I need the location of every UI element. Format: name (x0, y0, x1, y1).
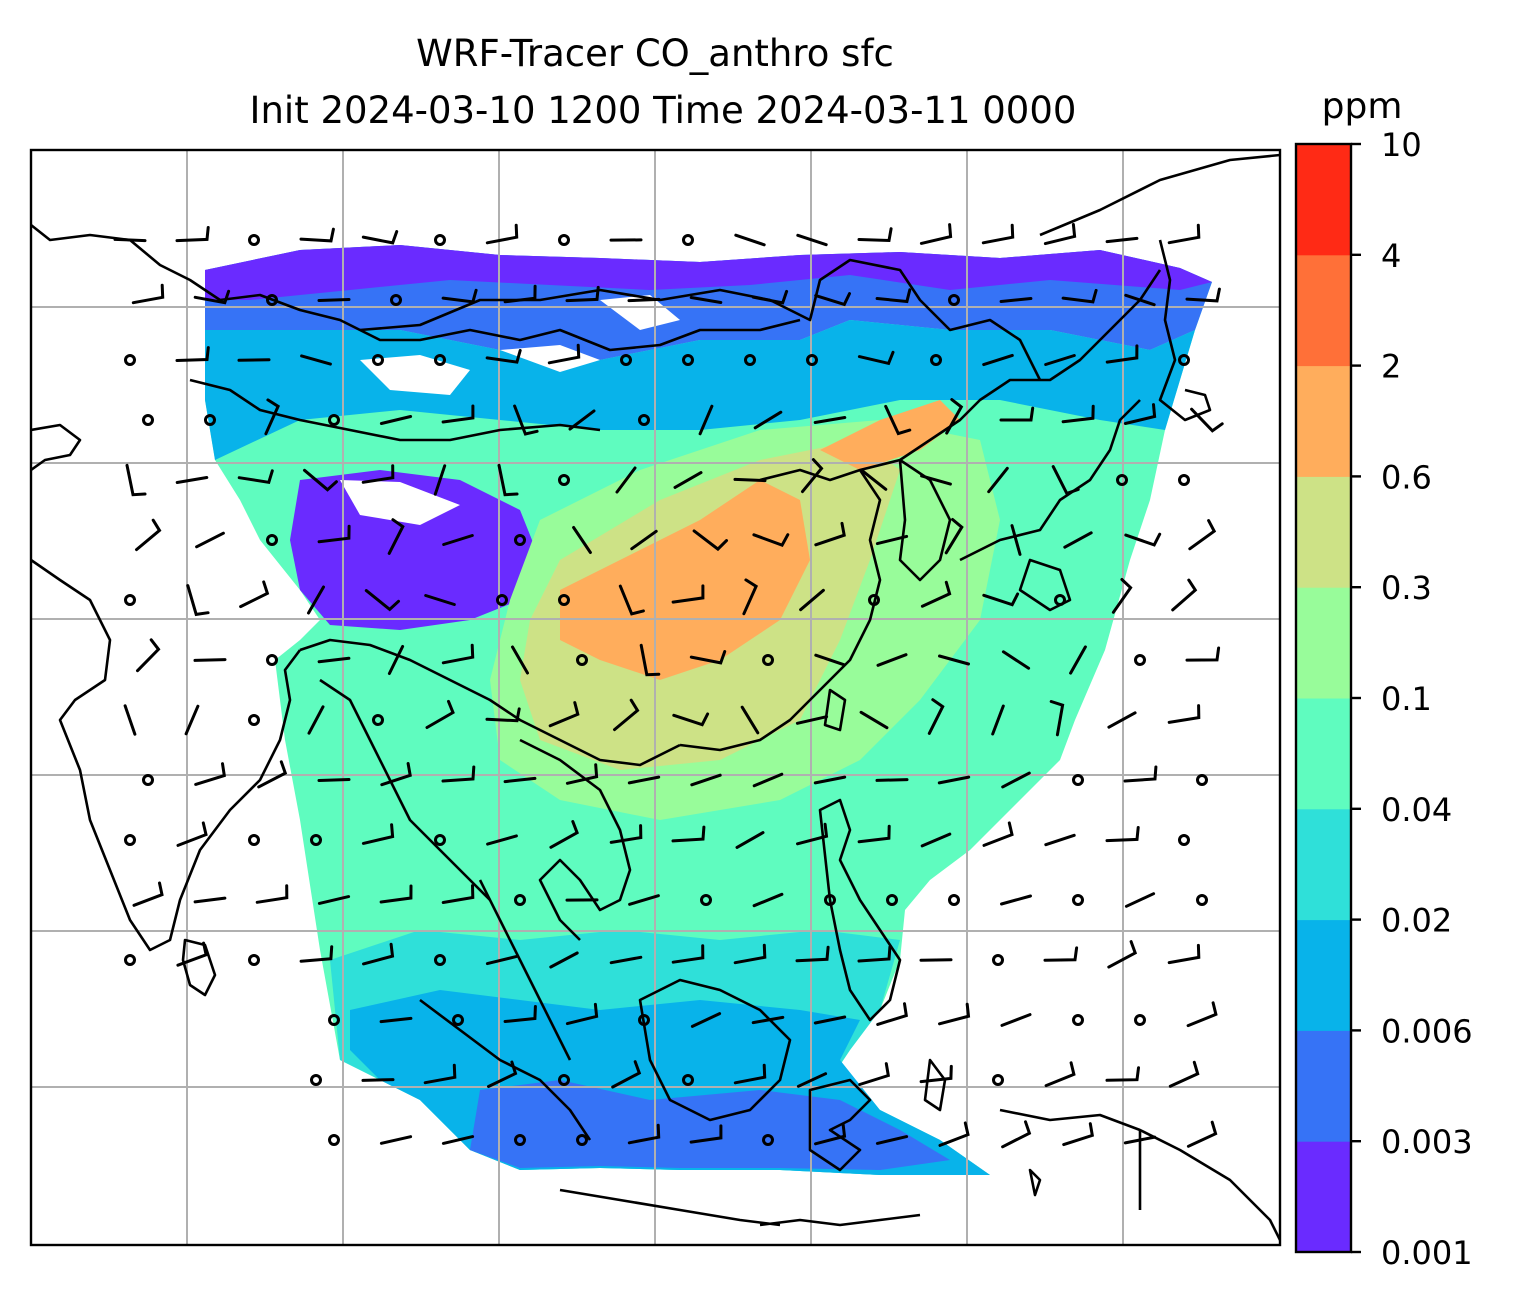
colorbar-segment (1296, 809, 1351, 920)
colorbar-tick-label: 0.3 (1381, 569, 1432, 607)
colorbar-tick-label: 0.001 (1381, 1234, 1473, 1272)
colorbar: 0.001 0.003 0.006 0.02 0.04 0.1 0.3 0.6 2 4 10 (1296, 126, 1473, 1272)
colorbar-tick-label: 0.04 (1381, 791, 1452, 829)
colorbar-tick-label: 0.003 (1381, 1123, 1473, 1161)
colorbar-segment (1296, 920, 1351, 1031)
map-panel (31, 150, 1280, 1245)
colorbar-tick-label: 0.006 (1381, 1012, 1473, 1050)
wind-barb (115, 239, 145, 240)
wind-barb (735, 479, 765, 480)
colorbar-tick-label: 0.6 (1381, 458, 1432, 496)
wind-barb (319, 300, 349, 301)
map-title-line1: WRF-Tracer CO_anthro sfc (416, 32, 894, 75)
wind-barb (629, 299, 659, 300)
colorbar-tick-label: 2 (1381, 348, 1401, 386)
wind-barb (239, 360, 269, 361)
colorbar-segment (1296, 1141, 1351, 1252)
colorbar-tick-label: 4 (1381, 237, 1401, 275)
wind-barb (319, 780, 349, 781)
colorbar-segment (1296, 255, 1351, 366)
colorbar-tick-label: 10 (1381, 126, 1422, 164)
colorbar-tick-label: 0.1 (1381, 680, 1432, 718)
colorbar-segment (1296, 698, 1351, 809)
colorbar-segment (1296, 366, 1351, 477)
colorbar-tick-label: 0.02 (1381, 902, 1452, 940)
wind-barb (363, 1080, 393, 1081)
colorbar-unit-label: ppm (1322, 86, 1403, 127)
colorbar-segment (1296, 476, 1351, 587)
colorbar-segment (1296, 587, 1351, 698)
wind-barb (877, 780, 907, 781)
colorbar-segment (1296, 1030, 1351, 1141)
wind-barb (195, 660, 225, 661)
map-title-line2: Init 2024-03-10 1200 Time 2024-03-11 000… (250, 89, 1077, 132)
colorbar-segment (1296, 144, 1351, 255)
